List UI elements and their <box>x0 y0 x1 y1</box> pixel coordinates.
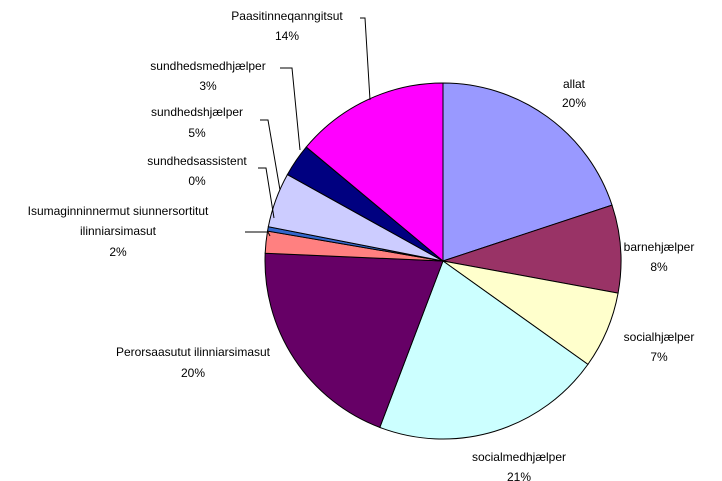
pie-slice <box>442 82 613 262</box>
leader-line <box>258 167 275 219</box>
slice-label: Isumaginninnermut siunnersortitut ilinnia… <box>28 204 209 238</box>
pie-slice <box>264 252 444 429</box>
leader-line <box>360 17 371 101</box>
pie-slice <box>379 260 589 440</box>
slice-value-label: 21% <box>507 470 531 481</box>
slice-label: barnehjælper <box>624 240 695 254</box>
slice-value-label: 0% <box>188 174 206 188</box>
slice-label: socialhjælper <box>624 330 695 344</box>
slice-label: socialmedhjælper <box>472 450 566 464</box>
leader-line <box>260 119 281 191</box>
slice-value-label: 20% <box>181 366 205 380</box>
slice-value-label: 8% <box>650 260 668 274</box>
slice-value-label: 3% <box>199 79 217 93</box>
slice-value-label: 2% <box>109 245 127 259</box>
pie-slice <box>442 204 622 294</box>
slice-label: sundhedsassistent <box>147 154 247 168</box>
slice-value-label: 5% <box>188 126 206 140</box>
slice-value-label: 20% <box>562 96 586 110</box>
slice-value-label: 14% <box>275 29 299 43</box>
leader-line <box>245 231 271 237</box>
slice-label: sundhedshjælper <box>151 105 243 119</box>
slice-label: Paasitinneqanngitsut <box>231 9 343 23</box>
slice-label: allat <box>563 77 586 91</box>
slice-label: sundhedsmedhjælper <box>150 59 265 73</box>
slice-label: Perorsaasutut ilinniarsimasut <box>116 345 271 359</box>
slice-value-label: 7% <box>650 350 668 364</box>
leader-line <box>280 67 301 151</box>
pie-slice <box>305 82 444 263</box>
